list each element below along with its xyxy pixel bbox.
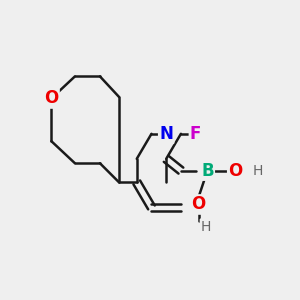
Text: N: N xyxy=(159,125,173,143)
Text: O: O xyxy=(191,196,206,214)
Text: O: O xyxy=(44,89,58,107)
Text: F: F xyxy=(190,125,201,143)
Text: H: H xyxy=(201,220,211,234)
Text: O: O xyxy=(228,162,242,180)
Text: B: B xyxy=(201,162,214,180)
Text: H: H xyxy=(252,164,263,178)
